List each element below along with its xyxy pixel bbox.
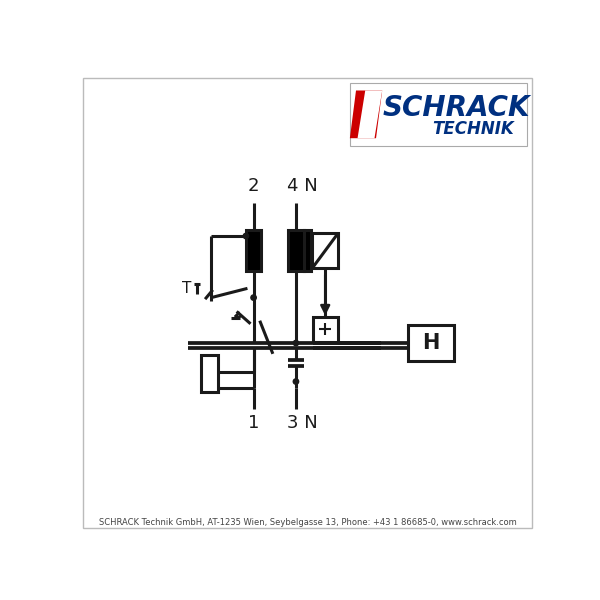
Text: 3 N: 3 N (287, 414, 317, 432)
Bar (246, 230, 262, 271)
Text: SCHRACK: SCHRACK (382, 94, 530, 122)
Circle shape (293, 379, 299, 384)
Text: 2: 2 (248, 177, 259, 195)
Text: 1: 1 (248, 414, 259, 432)
Text: SCHRACK Technik GmbH, AT-1235 Wien, Seybelgasse 13, Phone: +43 1 86685-0, www.sc: SCHRACK Technik GmbH, AT-1235 Wien, Seyb… (98, 518, 517, 527)
Bar (312, 233, 338, 268)
Text: H: H (422, 333, 439, 353)
Bar (304, 230, 311, 271)
Bar (313, 317, 338, 341)
Polygon shape (358, 91, 382, 138)
Circle shape (251, 295, 256, 301)
Circle shape (293, 340, 299, 346)
Text: 4 N: 4 N (287, 177, 317, 195)
Bar (407, 325, 454, 361)
Bar (288, 230, 304, 271)
Circle shape (243, 233, 248, 239)
Bar (350, 83, 527, 146)
Polygon shape (350, 91, 382, 138)
Text: TECHNIK: TECHNIK (432, 120, 514, 138)
Text: T: T (182, 281, 191, 296)
Bar (201, 355, 218, 392)
